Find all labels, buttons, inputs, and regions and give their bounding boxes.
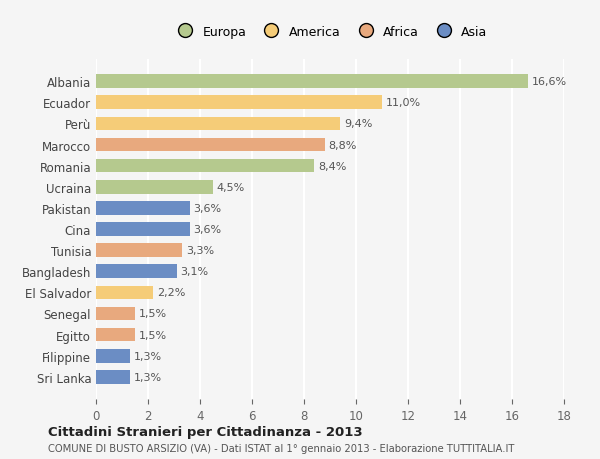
Text: 4,5%: 4,5% — [217, 182, 245, 192]
Legend: Europa, America, Africa, Asia: Europa, America, Africa, Asia — [169, 22, 491, 42]
Bar — [96, 349, 130, 363]
Bar — [96, 159, 314, 173]
Text: Cittadini Stranieri per Cittadinanza - 2013: Cittadini Stranieri per Cittadinanza - 2… — [48, 425, 362, 438]
Bar — [96, 370, 130, 384]
Text: 16,6%: 16,6% — [532, 77, 566, 87]
Bar — [96, 286, 153, 300]
Bar — [96, 180, 213, 194]
Text: 11,0%: 11,0% — [386, 98, 421, 108]
Text: 1,5%: 1,5% — [139, 330, 167, 340]
Text: 3,6%: 3,6% — [193, 203, 221, 213]
Bar — [96, 117, 340, 131]
Text: 1,5%: 1,5% — [139, 309, 167, 319]
Text: 1,3%: 1,3% — [134, 372, 162, 382]
Text: 3,6%: 3,6% — [193, 224, 221, 235]
Bar — [96, 328, 135, 342]
Text: 8,8%: 8,8% — [329, 140, 357, 150]
Bar — [96, 307, 135, 321]
Text: 3,3%: 3,3% — [186, 246, 214, 256]
Text: 9,4%: 9,4% — [344, 119, 373, 129]
Text: 3,1%: 3,1% — [181, 267, 209, 277]
Text: COMUNE DI BUSTO ARSIZIO (VA) - Dati ISTAT al 1° gennaio 2013 - Elaborazione TUTT: COMUNE DI BUSTO ARSIZIO (VA) - Dati ISTA… — [48, 443, 514, 453]
Bar — [96, 265, 176, 279]
Bar — [96, 138, 325, 152]
Bar — [96, 96, 382, 110]
Bar — [96, 75, 527, 89]
Bar — [96, 223, 190, 236]
Text: 1,3%: 1,3% — [134, 351, 162, 361]
Text: 8,4%: 8,4% — [319, 161, 347, 171]
Bar — [96, 202, 190, 215]
Bar — [96, 244, 182, 257]
Text: 2,2%: 2,2% — [157, 288, 185, 298]
